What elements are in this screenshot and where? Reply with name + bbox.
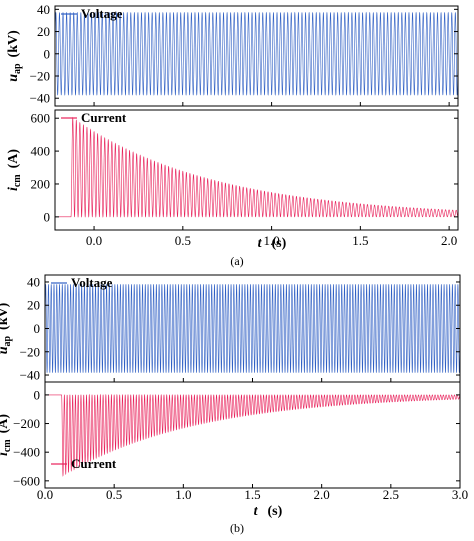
y-tick-label: −600: [13, 473, 40, 488]
y-axis-sub: cm: [2, 439, 13, 452]
legend-label: Voltage: [71, 275, 113, 290]
figure-caption: (b): [230, 521, 244, 535]
y-tick-label: 40: [27, 274, 40, 289]
x-tick-label: 1.5: [352, 233, 368, 248]
y-axis-unit: (A): [6, 149, 21, 169]
plot-frame: [44, 381, 461, 489]
series-voltage-line: [45, 284, 460, 373]
y-axis-sub: ap: [2, 336, 13, 347]
y-axis-unit: (kV): [6, 30, 21, 58]
y-axis-var: i: [6, 187, 21, 191]
legend-label: Voltage: [81, 6, 123, 21]
y-tick-label: −200: [13, 416, 40, 431]
panel-b-2: 0 −200 −400 −600 icm (A) Current: [0, 381, 461, 489]
x-tick-label: 3.0: [452, 487, 468, 502]
y-tick-label: 20: [27, 298, 40, 313]
x-tick-label: 0.5: [106, 487, 122, 502]
x-tick-label: 2.0: [441, 233, 457, 248]
panel-a-2: 600 400 200 0 icm (A) Current: [6, 109, 459, 231]
x-tick-label: 1.5: [244, 487, 260, 502]
legend-label: Current: [81, 110, 127, 125]
y-tick-label: 0: [34, 387, 41, 402]
chart-a: 40200−20−40uap(kV)Voltage6004002000icm(A…: [6, 2, 459, 268]
x-tick-label: 2.5: [383, 487, 399, 502]
y-tick-label: −400: [13, 445, 40, 460]
y-tick-label: 40: [37, 2, 50, 17]
y-axis-sub: ap: [12, 63, 23, 74]
y-tick-label: −40: [20, 368, 40, 383]
x-tick-label: 0.0: [86, 233, 102, 248]
legend-label: Current: [71, 456, 117, 471]
chart-b: 40 20 0 −20 −40 uap (kV) Voltage 0 −200 −400 −600 ic…: [0, 274, 468, 535]
y-axis-label: uap (kV): [6, 30, 23, 82]
y-axis-var: u: [0, 346, 11, 354]
y-axis-var: i: [0, 452, 11, 456]
x-tick-label: 2.0: [314, 487, 330, 502]
y-axis-label: uap (kV): [0, 302, 13, 354]
y-tick-label: 600: [31, 111, 51, 126]
y-tick-label: 200: [31, 176, 51, 191]
x-axis-unit: (s): [268, 504, 283, 519]
y-tick-label: 0: [44, 46, 51, 61]
y-axis-unit: (kV): [0, 302, 11, 330]
y-axis-label: icm (A): [0, 414, 13, 456]
y-axis-sub: cm: [12, 174, 23, 187]
series-voltage-line: [55, 11, 458, 96]
y-axis-var: u: [6, 74, 21, 82]
x-tick-label: 0.0: [37, 487, 53, 502]
y-tick-label: 400: [31, 144, 51, 159]
series-current-line: [55, 116, 458, 218]
x-axis-var: t: [258, 236, 263, 251]
panel-a-1: 40 20 0 −20 −40 uap (kV) Voltage: [6, 2, 459, 107]
y-axis-label: icm (A): [6, 149, 23, 191]
x-tick-label: 1.0: [263, 233, 279, 248]
y-tick-label: −20: [30, 69, 50, 84]
plot-frame: [54, 109, 459, 231]
series-current-line: [45, 393, 460, 477]
x-axis-unit: (s): [272, 236, 287, 251]
x-tick-label: 1.0: [175, 487, 191, 502]
y-tick-label: 0: [34, 321, 41, 336]
plot-frame: [54, 5, 459, 107]
y-tick-label: −40: [30, 91, 50, 106]
panel-b-1: 40 20 0 −20 −40 uap (kV) Voltage: [0, 274, 461, 383]
y-axis-unit: (A): [0, 414, 11, 434]
x-axis-var: t: [254, 504, 259, 519]
y-tick-label: 20: [37, 24, 50, 39]
y-tick-label: 0: [44, 209, 51, 224]
x-tick-label: 0.5: [175, 233, 191, 248]
figure-caption: (a): [230, 254, 243, 268]
y-tick-label: −20: [20, 344, 40, 359]
